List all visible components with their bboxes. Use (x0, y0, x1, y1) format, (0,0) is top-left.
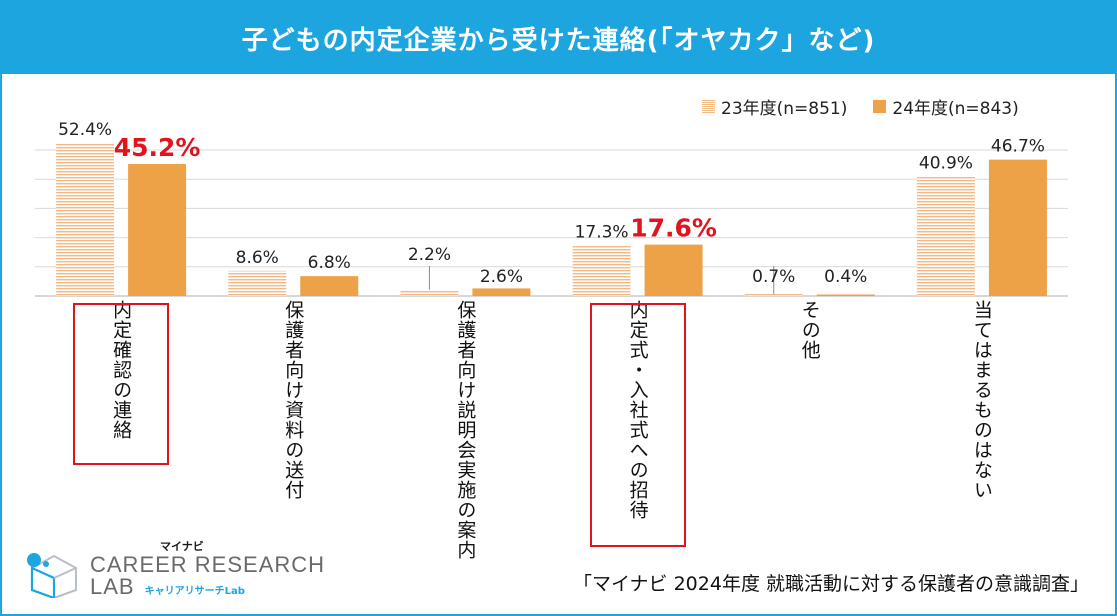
bar-24-5 (988, 159, 1047, 296)
legend-item-23: 23年度(n=851) (702, 94, 847, 119)
category-label-4: その他 (798, 300, 821, 360)
data-label-23-2: 2.2% (408, 245, 451, 265)
legend-label-24: 24年度(n=843) (892, 99, 1019, 119)
data-label-24-4: 0.4% (824, 267, 867, 287)
legend-label-23: 23年度(n=851) (721, 99, 848, 119)
category-label-5: 当てはまるものはない (970, 300, 993, 500)
data-label-23-3: 17.3% (575, 222, 629, 242)
category-label-3: 内定式・入社式への招待 (626, 300, 649, 520)
logo-brand: マイナビ (160, 540, 204, 553)
bar-24-4 (816, 294, 875, 296)
legend-swatch-24 (873, 100, 887, 113)
data-label-23-5: 40.9% (919, 154, 973, 174)
legend-item-24: 24年度(n=843) (873, 94, 1019, 119)
legend: 23年度(n=851) 24年度(n=843) (702, 94, 1019, 119)
bar-23-0 (56, 143, 115, 296)
highlight-box-0 (73, 303, 170, 465)
bar-24-3 (644, 244, 703, 296)
category-label-2: 保護者向け説明会実施の案内 (454, 300, 477, 560)
chart-title: 子どもの内定企業から受けた連絡(「オヤカク」など) (2, 2, 1115, 74)
data-label-24-0: 45.2% (114, 133, 201, 162)
bar-23-4 (744, 293, 803, 296)
bar-23-2 (400, 289, 459, 296)
bar-23-3 (572, 245, 631, 296)
logo-cube-icon (27, 553, 77, 598)
bar-23-1 (228, 270, 287, 296)
data-label-23-0: 52.4% (58, 120, 112, 140)
bar-24-1 (300, 276, 359, 296)
data-label-23-1: 8.6% (236, 248, 279, 268)
logo-line2: LAB (90, 574, 135, 599)
data-label-23-4: 0.7% (752, 267, 795, 287)
bar-24-2 (472, 288, 531, 296)
bar-24-0 (128, 164, 187, 296)
data-label-24-3: 17.6% (630, 214, 717, 243)
source-note: 「マイナビ 2024年度 就職活動に対する保護者の意識調査」 (572, 573, 1089, 595)
data-label-24-1: 6.8% (308, 253, 351, 273)
data-label-24-2: 2.6% (480, 267, 523, 287)
logo-line1: CAREER RESEARCH (90, 552, 326, 577)
category-label-0: 内定確認の連絡 (110, 300, 133, 440)
category-label-1: 保護者向け資料の送付 (282, 300, 305, 500)
data-label-24-5: 46.7% (991, 137, 1045, 157)
career-research-lab-logo: マイナビ CAREER RESEARCH LAB キャリアリサーチLab (24, 541, 325, 598)
logo-sub: キャリアリサーチLab (144, 586, 245, 597)
legend-swatch-23 (702, 100, 715, 113)
highlight-box-3 (589, 303, 686, 547)
bar-23-5 (916, 176, 975, 296)
